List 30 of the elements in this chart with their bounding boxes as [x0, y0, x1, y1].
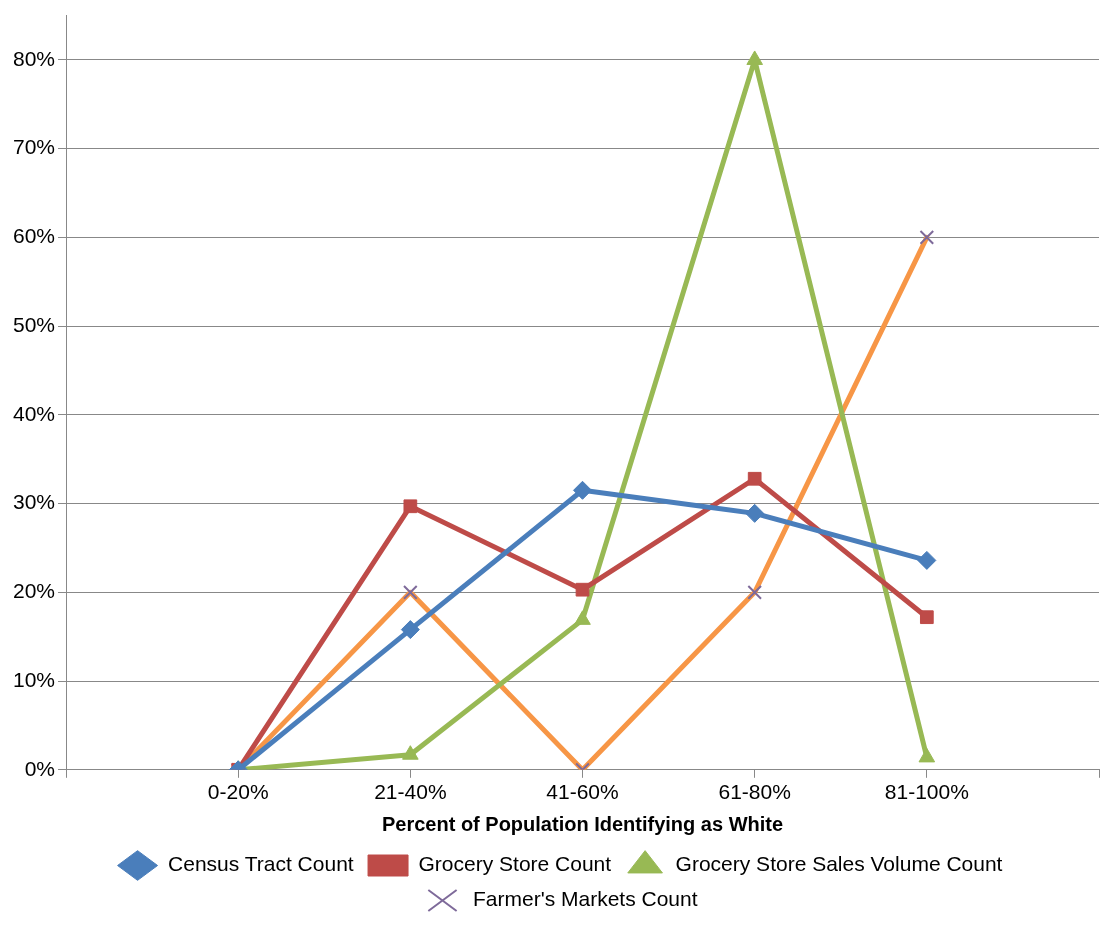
y-tick-label: 50%	[13, 312, 56, 336]
point	[403, 499, 418, 514]
point	[919, 610, 934, 625]
y-tick-label: 80%	[13, 46, 56, 70]
x-axis-title: Percent of Population Identifying as White	[381, 812, 784, 835]
y-tick-label: 10%	[13, 667, 56, 691]
y-tick-label: 0%	[24, 756, 56, 780]
legend-label: Census Tract Count	[168, 852, 354, 876]
legend-label: Grocery Store Count	[418, 852, 612, 876]
point	[918, 747, 936, 763]
point	[575, 582, 590, 597]
point	[917, 550, 937, 570]
x-tick-label: 41-60%	[546, 780, 619, 804]
point	[747, 471, 762, 486]
legend-label: Grocery Store Sales Volume Count	[675, 852, 1003, 876]
legend-label: Farmer's Markets Count	[472, 887, 698, 911]
x-tick-label: 61-80%	[718, 780, 791, 804]
y-tick-label: 40%	[13, 401, 56, 425]
point	[573, 480, 593, 500]
x-tick-label: 21-40%	[374, 780, 447, 804]
point	[400, 620, 420, 640]
y-tick-label: 20%	[13, 579, 56, 603]
y-tick-label: 30%	[13, 490, 56, 514]
point	[574, 610, 591, 625]
point	[402, 745, 419, 760]
point	[745, 503, 765, 523]
y-tick-label: 60%	[13, 224, 56, 248]
x-tick-label: 0-20%	[207, 780, 269, 804]
y-tick-label: 70%	[13, 135, 56, 159]
x-tick-label: 81-100%	[884, 780, 969, 804]
